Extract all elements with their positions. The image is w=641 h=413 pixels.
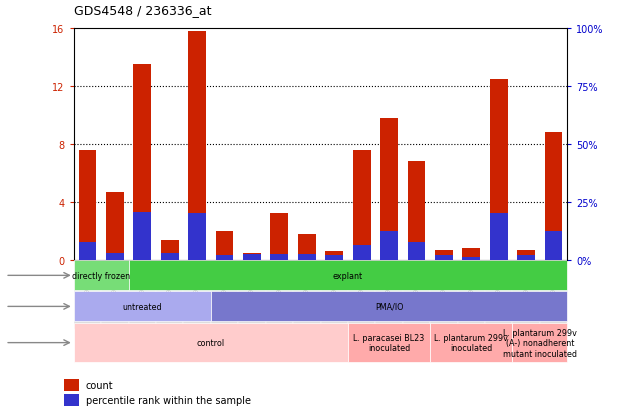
Text: GSM579387: GSM579387 (331, 273, 337, 317)
Bar (353, 150, 370, 260)
Bar (325, 252, 343, 260)
Text: GSM579394: GSM579394 (523, 273, 529, 317)
Bar (238, 260, 265, 330)
Text: GSM579386: GSM579386 (139, 273, 146, 317)
Bar (64, 394, 79, 406)
Bar (435, 250, 453, 260)
Bar (271, 214, 288, 260)
Bar (540, 260, 567, 330)
Bar (403, 260, 430, 330)
Text: GSM579383: GSM579383 (222, 273, 228, 317)
Text: GSM579381: GSM579381 (167, 273, 172, 317)
Text: control: control (197, 338, 225, 347)
Text: GSM579390: GSM579390 (413, 273, 419, 317)
Bar (243, 253, 261, 260)
Text: count: count (86, 380, 113, 390)
Bar (211, 292, 567, 322)
Text: L. paracasei BL23
inoculated: L. paracasei BL23 inoculated (353, 333, 425, 352)
Bar (325, 256, 343, 260)
Text: GSM579391: GSM579391 (441, 273, 447, 317)
Bar (74, 261, 129, 291)
Bar (485, 260, 512, 330)
Bar (161, 253, 179, 260)
Bar (129, 261, 567, 291)
Bar (183, 260, 211, 330)
Bar (74, 260, 101, 330)
Text: L. plantarum 299v
inoculated: L. plantarum 299v inoculated (435, 333, 508, 352)
Bar (215, 256, 233, 260)
Text: GSM579382: GSM579382 (194, 273, 200, 317)
Bar (74, 323, 348, 363)
Bar (78, 150, 96, 260)
Bar (512, 323, 567, 363)
Bar (408, 243, 426, 260)
Bar (215, 231, 233, 260)
Bar (430, 260, 458, 330)
Bar (380, 119, 398, 260)
Text: GSM579385: GSM579385 (112, 273, 118, 317)
Text: GSM579392: GSM579392 (469, 273, 474, 317)
Bar (188, 214, 206, 260)
Bar (348, 323, 430, 363)
Bar (458, 260, 485, 330)
Bar (101, 260, 129, 330)
Text: GSM579395: GSM579395 (551, 273, 556, 317)
Bar (462, 257, 480, 260)
Bar (271, 254, 288, 260)
Text: GSM579388: GSM579388 (358, 273, 365, 317)
Bar (490, 214, 508, 260)
Bar (298, 234, 316, 260)
Bar (64, 379, 79, 391)
Bar (353, 246, 370, 260)
Bar (517, 250, 535, 260)
Bar (545, 133, 563, 260)
Bar (129, 260, 156, 330)
Text: directly frozen: directly frozen (72, 271, 130, 280)
Bar (348, 260, 376, 330)
Text: percentile rank within the sample: percentile rank within the sample (86, 395, 251, 405)
Bar (545, 231, 563, 260)
Text: L. plantarum 299v
(A-) nonadherent
mutant inoculated: L. plantarum 299v (A-) nonadherent mutan… (503, 328, 577, 358)
Bar (106, 192, 124, 260)
Bar (78, 243, 96, 260)
Bar (408, 162, 426, 260)
Bar (106, 253, 124, 260)
Bar (462, 249, 480, 260)
Bar (376, 260, 403, 330)
Bar (430, 323, 512, 363)
Bar (156, 260, 183, 330)
Bar (265, 260, 293, 330)
Bar (188, 32, 206, 260)
Bar (243, 254, 261, 260)
Bar (435, 256, 453, 260)
Bar (74, 292, 211, 322)
Text: GSM579384: GSM579384 (85, 273, 90, 317)
Bar (161, 240, 179, 260)
Bar (293, 260, 320, 330)
Bar (512, 260, 540, 330)
Bar (517, 256, 535, 260)
Text: PMA/IO: PMA/IO (375, 302, 403, 311)
Text: GDS4548 / 236336_at: GDS4548 / 236336_at (74, 4, 212, 17)
Text: untreated: untreated (122, 302, 162, 311)
Bar (490, 79, 508, 260)
Text: explant: explant (333, 271, 363, 280)
Text: GSM579389: GSM579389 (386, 273, 392, 317)
Bar (133, 212, 151, 260)
Bar (133, 65, 151, 260)
Bar (380, 231, 398, 260)
Text: GSM579398: GSM579398 (304, 273, 310, 317)
Bar (320, 260, 348, 330)
Text: GSM579393: GSM579393 (495, 273, 502, 317)
Bar (298, 254, 316, 260)
Text: GSM579396: GSM579396 (249, 273, 255, 317)
Text: GSM579397: GSM579397 (276, 273, 283, 317)
Bar (211, 260, 238, 330)
